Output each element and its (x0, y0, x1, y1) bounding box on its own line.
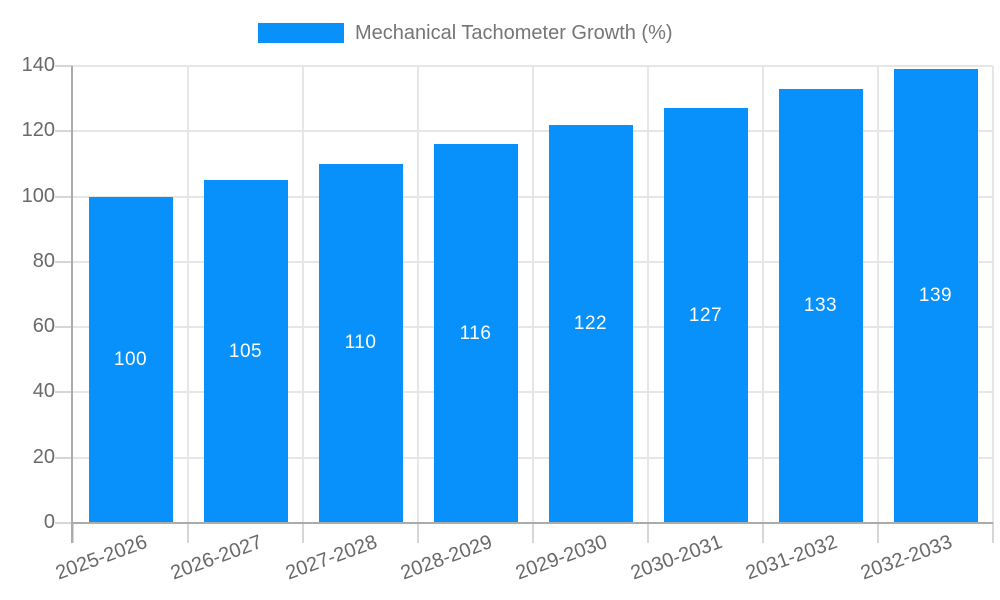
y-axis-tick-label: 20 (32, 445, 55, 468)
bar[interactable]: 100 (88, 196, 173, 523)
bar-value-label: 139 (918, 285, 953, 307)
y-tick (55, 260, 73, 263)
y-tick (55, 130, 73, 133)
y-axis-line (71, 66, 73, 543)
x-axis-tick-label: 2032-2033 (857, 531, 956, 585)
y-axis-tick-label: 100 (21, 184, 55, 207)
y-axis-tick-label: 0 (43, 511, 55, 533)
x-gridline (302, 66, 304, 523)
x-axis-line (71, 522, 993, 524)
x-tick (187, 523, 189, 543)
bar[interactable]: 110 (318, 163, 403, 523)
x-gridline (187, 66, 189, 523)
y-tick (55, 326, 73, 329)
y-axis-tick-label: 60 (32, 315, 55, 338)
bar[interactable]: 127 (663, 108, 748, 523)
x-tick (417, 523, 419, 543)
x-tick (302, 523, 304, 543)
y-tick (55, 456, 73, 459)
y-tick (55, 65, 73, 67)
y-tick (55, 391, 73, 394)
x-gridline (992, 66, 994, 523)
legend-swatch-icon (258, 23, 344, 43)
bar[interactable]: 105 (203, 180, 288, 523)
x-axis-tick-label: 2030-2031 (627, 531, 726, 585)
y-axis-tick-label: 120 (21, 119, 55, 142)
bar-value-label: 127 (688, 304, 723, 326)
bar-value-label: 116 (459, 322, 492, 344)
y-axis-tick-label: 40 (32, 380, 55, 403)
bar[interactable]: 122 (548, 124, 633, 523)
bar-value-label: 100 (113, 348, 148, 370)
x-gridline (762, 66, 764, 523)
x-tick (877, 523, 879, 543)
x-axis-tick-label: 2027-2028 (282, 531, 381, 585)
x-gridline (877, 66, 879, 523)
bar-value-label: 133 (803, 294, 838, 316)
bar-value-label: 110 (344, 332, 377, 354)
x-gridline (417, 66, 419, 523)
x-tick (72, 523, 74, 543)
chart-legend[interactable]: Mechanical Tachometer Growth (%) (258, 21, 673, 45)
x-tick (647, 523, 649, 543)
bar[interactable]: 116 (433, 144, 518, 523)
legend-label: Mechanical Tachometer Growth (%) (355, 21, 673, 44)
x-gridline (647, 66, 649, 523)
x-tick (532, 523, 534, 543)
bar[interactable]: 139 (893, 69, 978, 523)
bar-value-label: 105 (228, 340, 263, 362)
y-axis-tick-label: 80 (32, 249, 55, 272)
x-axis-tick-label: 2028-2029 (397, 531, 496, 585)
x-gridline (532, 66, 534, 523)
x-axis-tick-label: 2026-2027 (167, 531, 266, 585)
x-axis-tick-label: 2031-2032 (742, 531, 841, 585)
x-axis-tick-label: 2025-2026 (52, 531, 151, 585)
y-tick (55, 195, 73, 198)
plot-area: 100 105 110 116 122 127 133 139 (73, 65, 994, 523)
y-axis-tick-label: 140 (21, 54, 55, 76)
x-axis-tick-label: 2029-2030 (512, 531, 611, 585)
x-tick (762, 523, 764, 543)
x-tick (992, 523, 994, 543)
bar-value-label: 122 (573, 312, 608, 334)
y-tick (55, 522, 73, 524)
bar[interactable]: 133 (778, 88, 863, 523)
